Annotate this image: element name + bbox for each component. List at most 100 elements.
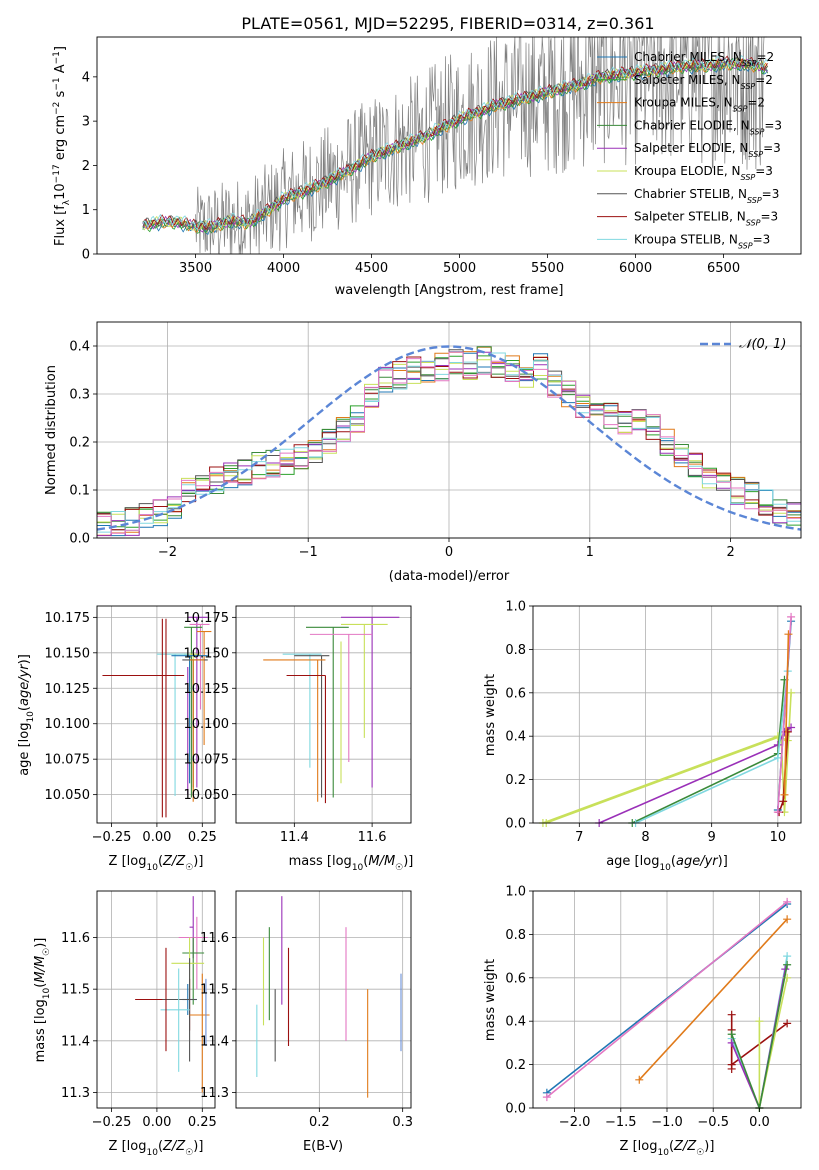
y-tick-label: 0.6 <box>505 971 526 986</box>
legend-label: Chabrier STELIB, NSSP=3 <box>634 187 779 205</box>
mass-weight-marker <box>635 1075 644 1084</box>
x-axis-label: Z [log10(Z/Z☉)] <box>620 1139 715 1158</box>
mass-weight-marker <box>727 1064 736 1073</box>
y-tick-label: 3 <box>82 115 90 130</box>
mass-weight-marker <box>787 723 796 732</box>
mass-weight-marker <box>783 915 792 924</box>
x-tick-label: 0.25 <box>188 1115 217 1130</box>
mass-weight-line <box>730 968 787 1111</box>
mass-weight-line <box>777 616 792 813</box>
model-spectrum-line <box>142 58 768 233</box>
x-tick-label: 8 <box>641 830 649 845</box>
x-axis-label: E(B-V) <box>303 1139 343 1154</box>
y-tick-label: 11.4 <box>200 1034 229 1049</box>
mass-weight-marker <box>783 897 792 906</box>
model-spectrum-line <box>142 55 768 230</box>
x-tick-label: 10 <box>770 830 787 845</box>
axes-frame <box>235 890 412 1109</box>
mass-vs-ebv-panel: 0.2 0.3 11.3 11.4 11.5 11.6 E(B-V) <box>200 890 413 1154</box>
x-tick-label: 3500 <box>179 261 212 276</box>
x-tick-label: 5000 <box>443 261 476 276</box>
x-tick-label: 7 <box>575 830 583 845</box>
plot-area <box>538 612 796 827</box>
y-tick-label: 0.2 <box>69 436 90 451</box>
tick-labels: 3500 4000 4500 5000 5500 6000 6500 0 1 2 3 4 <box>82 70 740 276</box>
x-tick-label: 11.4 <box>280 830 309 845</box>
grid-lines <box>97 891 215 1108</box>
x-tick-label: −1.0 <box>651 1115 683 1130</box>
mass-weight-line <box>638 918 788 1081</box>
y-tick-label: 2 <box>82 159 90 174</box>
x-tick-label: 1 <box>586 545 594 560</box>
y-tick-label: 0.0 <box>505 817 526 832</box>
x-tick-label: −0.25 <box>92 1115 132 1130</box>
mass-weight-marker <box>787 612 796 621</box>
y-tick-label: 0.0 <box>69 532 90 547</box>
tick-labels: −0.25 0.00 0.25 11.3 11.4 11.5 11.6 <box>61 931 217 1130</box>
x-axis-label: age [log10(age/yr)] <box>606 854 728 873</box>
legend-label: Salpeter MILES, NSSP=2 <box>634 73 773 91</box>
legend-label: Kroupa MILES, NSSP=2 <box>634 96 765 114</box>
x-tick-label: 0.0 <box>749 1115 770 1130</box>
legend-label: Chabrier MILES, NSSP=2 <box>634 50 774 68</box>
axes-frame <box>96 321 802 539</box>
y-tick-label: 10.075 <box>45 753 91 768</box>
mass-weight-marker <box>780 790 789 799</box>
y-tick-label: 0.2 <box>505 773 526 788</box>
y-tick-label: 10.100 <box>184 717 230 732</box>
x-tick-label: −1 <box>299 545 318 560</box>
plot-area <box>142 36 768 255</box>
residual-histogram <box>97 351 801 534</box>
y-tick-label: 0.0 <box>505 1102 526 1117</box>
y-tick-label: 1.0 <box>505 600 526 615</box>
y-tick-label: 0.3 <box>69 388 90 403</box>
y-tick-label: 11.4 <box>61 1034 90 1049</box>
y-tick-label: 10.175 <box>45 611 91 626</box>
y-tick-label: 0.4 <box>69 340 90 355</box>
y-tick-label: 10.100 <box>45 717 91 732</box>
x-axis-label: wavelength [Angstrom, rest frame] <box>335 283 564 298</box>
y-axis-label: mass weight <box>483 674 498 756</box>
mass-weight-marker <box>783 727 792 736</box>
plot-area <box>135 896 210 1093</box>
figure-title: PLATE=0561, MJD=52295, FIBERID=0314, z=0… <box>241 14 654 33</box>
x-tick-label: 0.00 <box>142 830 171 845</box>
y-tick-label: 0.8 <box>505 643 526 658</box>
x-tick-label: 0.00 <box>142 1115 171 1130</box>
spectrum-legend: Chabrier MILES, NSSP=2 Salpeter MILES, NS… <box>597 50 782 250</box>
legend-label: 𝒩(0, 1) <box>739 337 786 352</box>
x-tick-label: 2 <box>726 545 734 560</box>
y-tick-label: 11.6 <box>61 931 90 946</box>
mass-weight-marker <box>542 1093 551 1102</box>
normal-distribution-curve <box>96 345 802 531</box>
tick-labels: 0.2 0.3 11.3 11.4 11.5 11.6 <box>200 931 413 1130</box>
mass-weight-marker <box>784 630 793 639</box>
x-axis-label: Z [log10(Z/Z☉)] <box>109 1139 204 1158</box>
weight-vs-age-panel: 7 8 9 10 0.0 0.2 0.4 0.6 0.8 1.0 age [log10(age/yr… <box>483 600 802 873</box>
y-tick-label: 4 <box>82 70 90 85</box>
tick-labels: 11.4 11.6 10.050 10.075 10.100 10.125 10.150 10… <box>184 611 387 845</box>
x-tick-label: 6500 <box>707 261 740 276</box>
x-axis-label: mass [log10(M/M☉)] <box>289 854 414 873</box>
y-tick-label: 11.5 <box>200 983 229 998</box>
mass-weight-marker <box>727 1030 736 1039</box>
y-tick-label: 11.5 <box>61 983 90 998</box>
age-vs-mass-panel: 11.4 11.6 10.050 10.075 10.100 10.125 10.150 10… <box>184 605 414 873</box>
y-tick-label: 10.125 <box>45 682 91 697</box>
y-tick-label: 10.150 <box>45 646 91 661</box>
y-axis-label: mass weight <box>483 959 498 1041</box>
mass-weight-line <box>546 901 788 1098</box>
legend-label: Kroupa STELIB, NSSP=3 <box>634 232 770 250</box>
legend-label: Salpeter ELODIE, NSSP=3 <box>634 141 781 159</box>
x-axis-label: (data-model)/error <box>389 569 510 584</box>
x-tick-label: 0.2 <box>309 1115 330 1130</box>
x-tick-label: −2.0 <box>559 1115 591 1130</box>
mass-weight-line <box>783 634 790 795</box>
mass-weight-marker <box>773 753 782 762</box>
y-tick-label: 0.4 <box>505 1015 526 1030</box>
mass-weight-marker <box>779 797 788 806</box>
age-vs-metallicity-panel: −0.25 0.00 0.25 10.050 10.075 10.100 10.125 10.… <box>17 605 217 873</box>
axes-frame <box>96 36 802 255</box>
axes-frame <box>532 890 802 1109</box>
